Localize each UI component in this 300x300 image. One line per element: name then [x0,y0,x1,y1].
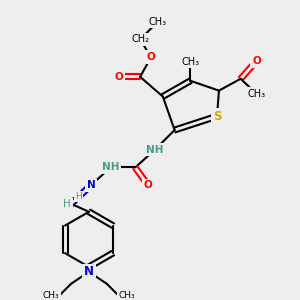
Text: CH₃: CH₃ [247,88,266,99]
Text: O: O [114,72,123,82]
Text: H: H [64,199,71,209]
Text: NH: NH [146,145,164,155]
Text: N: N [86,180,95,190]
Text: CH₃: CH₃ [118,291,135,300]
Text: O: O [144,180,152,190]
Text: CH₂: CH₂ [131,34,149,44]
Text: O: O [147,52,155,62]
Text: N: N [84,266,94,278]
Text: NH: NH [102,163,119,172]
Text: S: S [213,110,221,123]
Text: CH₃: CH₃ [149,17,167,27]
Text: CH₃: CH₃ [43,291,59,300]
Text: H: H [75,192,82,201]
Text: CH₃: CH₃ [181,57,200,67]
Text: O: O [252,56,261,66]
